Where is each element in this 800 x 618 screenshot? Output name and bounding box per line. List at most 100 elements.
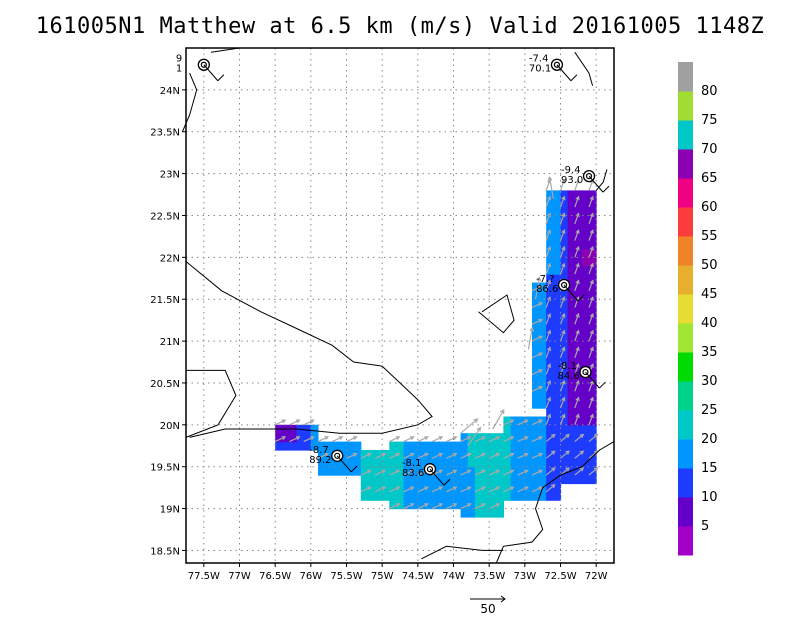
swath-cell [560,223,569,233]
swath-cell [474,475,483,485]
swath-cell [567,383,576,392]
wind-vector [574,414,580,426]
swath-cell [539,307,547,317]
swath-cell [567,307,576,317]
swath-cell [339,450,348,459]
swath-cell [581,341,590,351]
swath-cell [560,357,569,367]
swath-cell [482,508,490,518]
storm-fix-center [585,173,593,180]
swath-cell [474,466,483,476]
swath-cell [567,240,576,250]
wind-vector-head [409,436,415,441]
swath-cell [403,491,412,501]
swath-cell [539,450,547,459]
swath-cell [567,341,576,351]
swath-cell [425,500,433,510]
wind-vector [559,414,565,426]
wind-vector-head [395,469,401,474]
swath-cell [553,290,562,300]
swath-cell [539,357,547,367]
swath-cell [553,383,562,392]
storm-fix-center [200,61,207,68]
wind-vector-head [381,469,387,474]
colorbar-label: 65 [701,171,718,186]
swath-cell [425,475,433,485]
wind-vector-head [438,503,444,508]
swath-cell [574,324,583,334]
swath-cell [382,491,390,501]
swath-cell [567,257,576,267]
wind-vector-head [367,486,372,491]
swath-cell [417,458,426,468]
swath-cell [446,483,455,493]
wind-vector-head [424,452,429,457]
swath-cell [567,299,576,309]
wind-vector-head [424,486,429,491]
swath-cell [482,458,490,468]
wind-vector-head [538,285,544,290]
vector-key: 50 [470,595,506,616]
swath-cell [460,441,469,451]
wind-vector-head [452,452,458,457]
swath-cell [589,282,597,292]
wind-vector-head [424,503,429,508]
y-tick-label: 23.5N [150,128,180,139]
swath-cell [567,433,576,443]
wind-vector [403,486,414,493]
wind-vector-head [381,486,387,491]
swath-cell [460,483,469,493]
wind-vector [560,434,570,443]
swath-cell [460,466,469,476]
swath-cell [589,475,597,485]
wind-barb [336,455,352,473]
swath-cell [560,215,569,225]
wind-vector-head [395,486,401,491]
wind-vector [574,347,580,359]
wind-vector-head [395,452,401,457]
swath-cell [474,483,483,493]
wind-vector-head [438,436,444,441]
swath-cell [325,450,333,459]
wind-vector [488,503,500,510]
wind-vector-head [547,262,552,268]
swath-cell [410,466,419,476]
wind-vector [460,418,478,434]
swath-cell [482,491,490,501]
wind-vector [517,453,528,459]
swath-cell [453,466,462,476]
wind-vector-head [338,436,344,441]
wind-vector [545,414,551,426]
wind-vector-head [524,469,529,474]
wind-vector [531,335,543,342]
swath-cell [553,198,562,208]
swath-cell [467,450,476,459]
swath-cell [553,215,562,225]
swath-cell [546,341,554,351]
swath-cell [546,441,554,451]
wind-vector-head [561,229,566,234]
swath-cell [589,458,597,468]
swath-cell [560,374,569,384]
swath-cell [503,458,512,468]
wind-vector [346,453,357,459]
swath-cell [581,215,590,225]
swath-cell [453,450,462,459]
swath-cell [546,265,554,275]
wind-vector [559,263,565,275]
swath-cell [546,232,554,242]
swath-cell [589,332,597,342]
swath-cell [432,500,440,510]
wind-vector [545,363,551,375]
swath-cell [553,366,562,376]
wind-vector [574,397,580,409]
colorbar-swatch [678,62,693,92]
swath-cell [410,458,419,468]
swath-cell [453,483,462,493]
swath-cell [560,349,569,359]
x-tick-label: 73.5W [473,571,505,582]
swath-cell [567,475,576,485]
swath-cell [489,433,497,443]
swath-cell [553,307,562,317]
colorbar-swatch [678,439,693,469]
